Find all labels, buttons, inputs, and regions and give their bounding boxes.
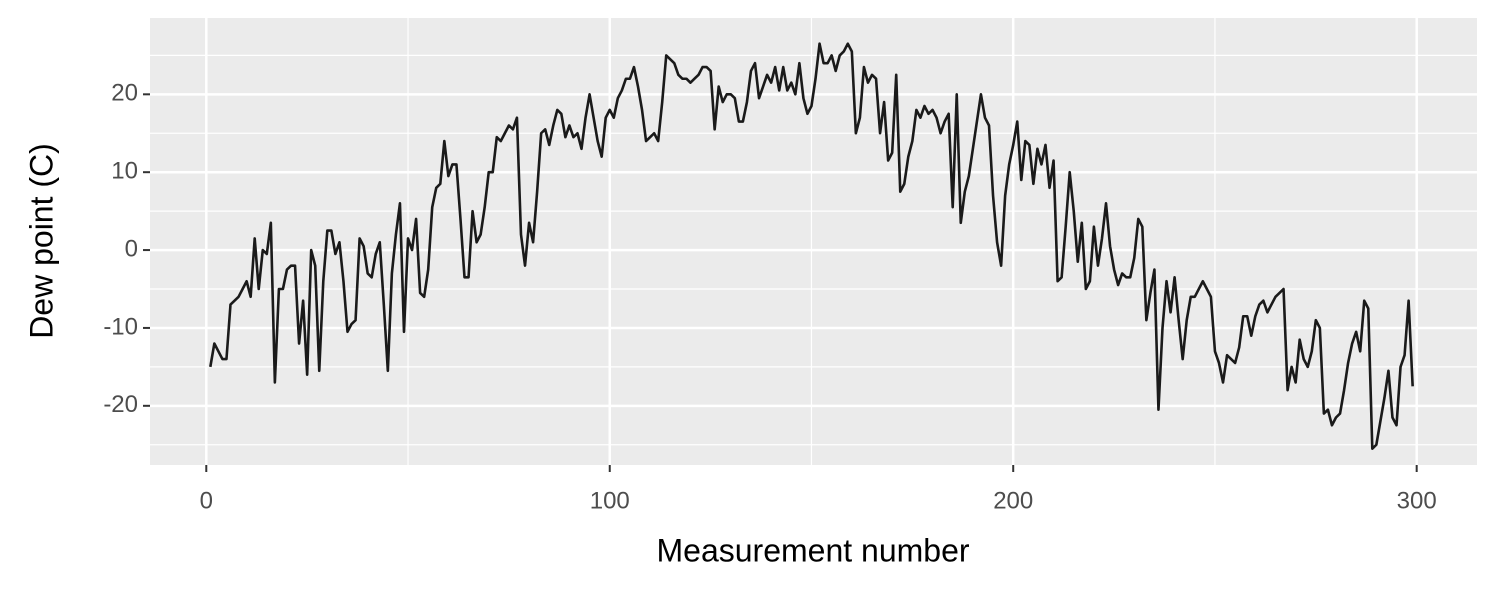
y-tick-label: -20 bbox=[103, 391, 138, 418]
x-tick-label: 200 bbox=[993, 487, 1033, 514]
y-tick-label: 10 bbox=[111, 158, 138, 185]
line bbox=[209, 42, 1414, 450]
x-tick-label: 300 bbox=[1397, 487, 1437, 514]
y-tick-label: 0 bbox=[125, 235, 138, 262]
y-tick-label: 20 bbox=[111, 80, 138, 107]
x-tick-label: 100 bbox=[590, 487, 630, 514]
y-axis-title: Dew point (C) bbox=[23, 143, 59, 339]
x-axis-title: Measurement number bbox=[656, 532, 969, 568]
x-tick-label: 0 bbox=[200, 487, 213, 514]
marks bbox=[209, 42, 1414, 450]
grid bbox=[150, 18, 1477, 465]
y-tick-label: -10 bbox=[103, 313, 138, 340]
